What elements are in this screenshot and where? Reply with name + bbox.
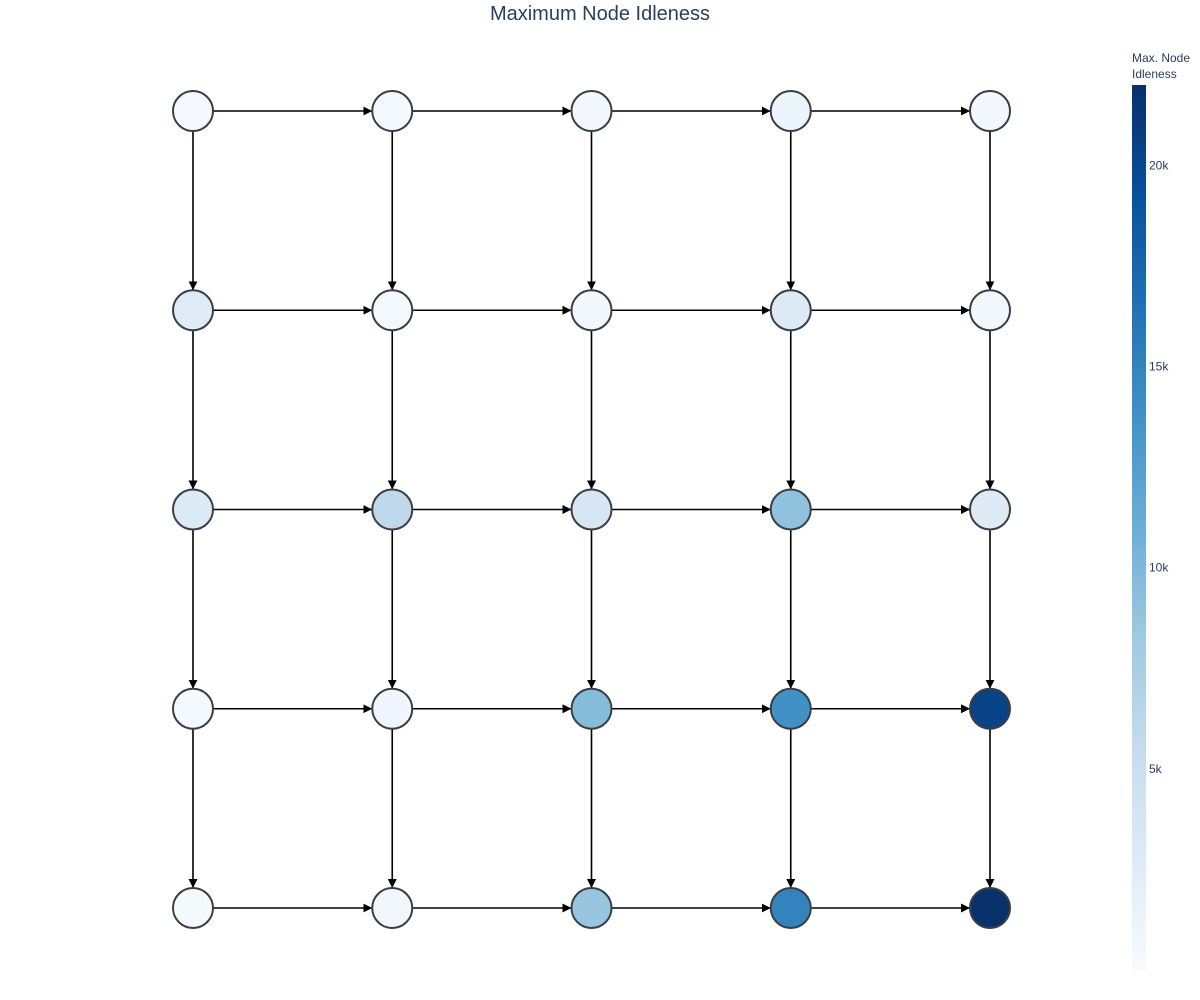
- colorbar-tick-label: 10k: [1149, 561, 1169, 575]
- node-r2-c4: [969, 488, 1011, 531]
- node-r1-c2: [570, 289, 613, 332]
- node-r4-c3: [769, 887, 812, 929]
- colorbar-tick-label: 15k: [1149, 360, 1169, 374]
- node-r3-c2: [570, 687, 613, 730]
- colorbar-title-line-2: Idleness: [1132, 67, 1177, 81]
- node-r0-c3: [769, 90, 812, 132]
- node-r0-c4: [969, 90, 1011, 132]
- chart-title: Maximum Node Idleness: [490, 3, 710, 25]
- colorbar-gradient: [1132, 85, 1146, 970]
- node-r3-c3: [769, 687, 812, 730]
- node-r3-c4: [969, 687, 1011, 730]
- node-r0-c2: [570, 90, 613, 132]
- edges-layer: [188, 106, 995, 913]
- colorbar: Max. Node Idleness 5k 10k 15k 20k: [1132, 51, 1190, 970]
- node-r0-c1: [371, 90, 414, 132]
- node-r4-c0: [172, 887, 214, 929]
- node-r3-c1: [371, 687, 414, 730]
- node-r1-c3: [769, 289, 812, 332]
- node-r4-c4: [969, 887, 1011, 929]
- node-r1-c1: [371, 289, 414, 332]
- node-r1-c0: [172, 289, 214, 332]
- colorbar-tick-label: 20k: [1149, 158, 1169, 172]
- node-r2-c3: [769, 488, 812, 531]
- node-r1-c4: [969, 289, 1011, 332]
- nodes-layer: [172, 90, 1011, 929]
- node-r2-c1: [371, 488, 414, 531]
- colorbar-title-line-1: Max. Node: [1132, 51, 1190, 65]
- node-r2-c0: [172, 488, 214, 531]
- node-r0-c0: [172, 90, 214, 132]
- node-r3-c0: [172, 687, 214, 730]
- colorbar-ticks: 5k 10k 15k 20k: [1149, 158, 1169, 775]
- node-r4-c2: [570, 887, 613, 929]
- node-r4-c1: [371, 887, 414, 929]
- node-r2-c2: [570, 488, 613, 531]
- colorbar-tick-label: 5k: [1149, 762, 1163, 776]
